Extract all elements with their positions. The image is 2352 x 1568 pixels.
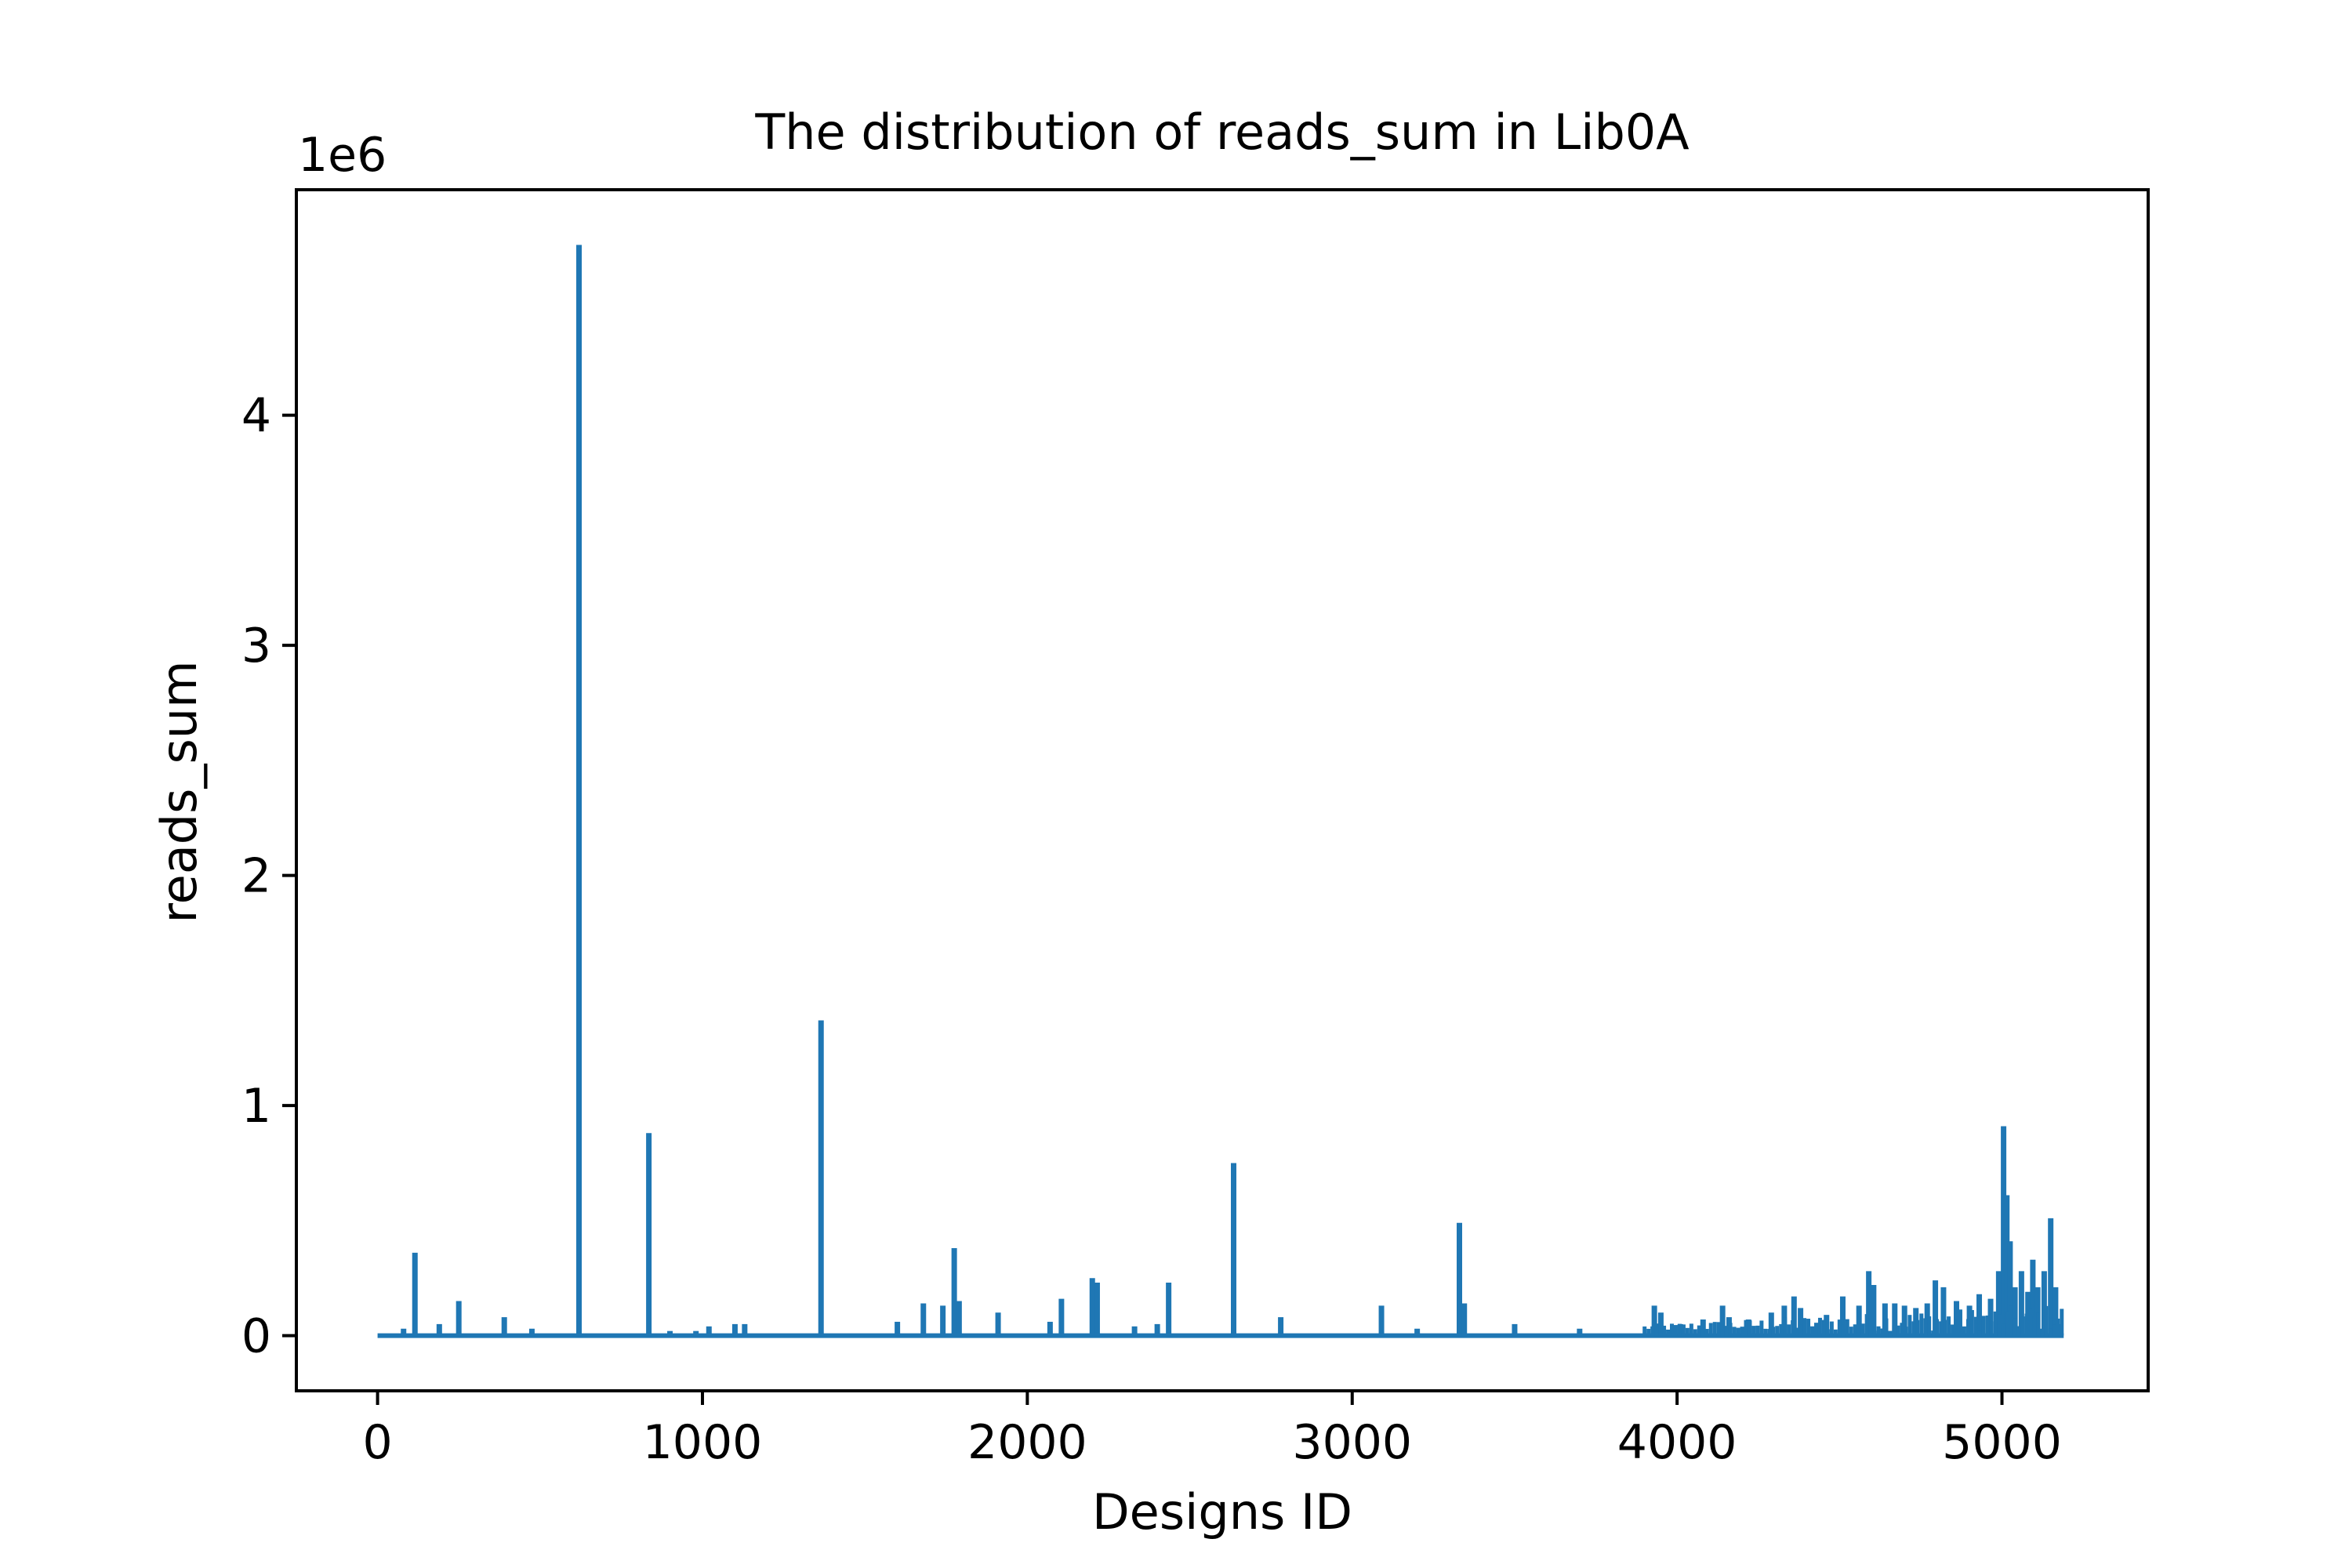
x-tick-label: 0 bbox=[363, 1415, 393, 1470]
x-axis-label: Designs ID bbox=[1092, 1483, 1352, 1541]
y-axis-ticks: 0 1 2 3 4 bbox=[241, 389, 296, 1364]
y-tick-label: 2 bbox=[241, 849, 271, 904]
x-tick-label: 1000 bbox=[643, 1415, 763, 1470]
y-tick-label: 1 bbox=[241, 1079, 271, 1134]
x-tick-label: 5000 bbox=[1942, 1415, 2062, 1470]
y-tick-label: 4 bbox=[241, 389, 271, 444]
y-tick-label: 0 bbox=[241, 1309, 271, 1364]
plot-frame bbox=[295, 188, 2150, 1392]
x-tick-label: 2000 bbox=[967, 1415, 1087, 1470]
y-tick-label: 3 bbox=[241, 619, 271, 673]
y-axis-label: reads_sum bbox=[151, 661, 208, 924]
x-tick-label: 3000 bbox=[1292, 1415, 1412, 1470]
x-tick-label: 4000 bbox=[1617, 1415, 1737, 1470]
y-axis-offset-label: 1e6 bbox=[298, 128, 387, 183]
chart-title: The distribution of reads_sum in Lib0A bbox=[754, 103, 1689, 161]
x-axis-ticks: 0 1000 2000 3000 4000 5000 bbox=[363, 1391, 2062, 1470]
series-layer bbox=[377, 245, 2064, 1338]
